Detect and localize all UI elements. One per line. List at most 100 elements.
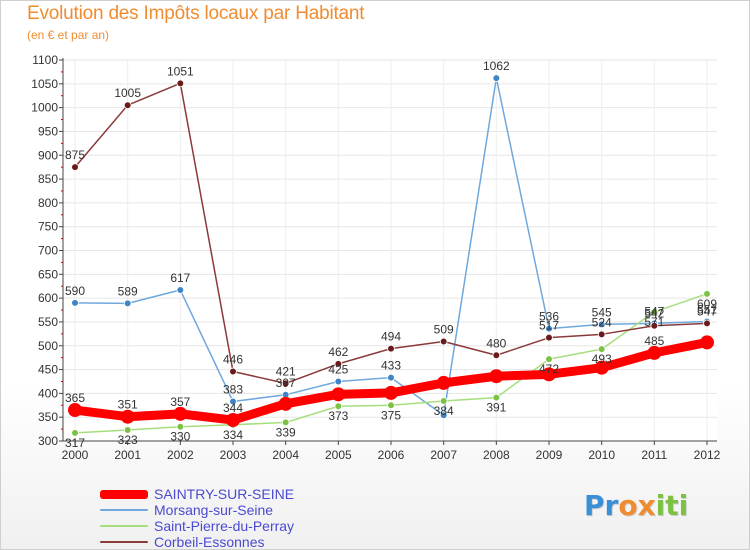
y-tick-label: 800: [38, 196, 58, 210]
data-point: [492, 393, 501, 402]
data-label: 547: [644, 304, 664, 318]
data-point: [71, 299, 79, 307]
data-point: [594, 360, 609, 375]
y-tick-label: 900: [38, 148, 58, 162]
y-tick-label: 450: [38, 363, 58, 377]
x-tick-label: 2006: [378, 448, 405, 462]
data-label: 351: [118, 398, 138, 412]
data-point: [68, 403, 82, 418]
data-label: 545: [592, 305, 612, 319]
legend-swatch-saintry: [100, 489, 148, 499]
data-label: 375: [381, 408, 401, 422]
data-point: [597, 345, 606, 353]
x-tick-label: 2001: [114, 448, 141, 462]
legend-label-corbeil: Corbeil-Essonnes: [154, 534, 265, 550]
x-tick-label: 2005: [325, 448, 352, 462]
data-point: [492, 74, 501, 82]
chart-subtitle: (en € et par an): [27, 28, 110, 42]
y-tick-label: 650: [38, 267, 58, 281]
data-point: [176, 79, 185, 88]
data-label: 339: [276, 425, 296, 439]
data-point: [229, 397, 237, 406]
data-label: 542: [644, 307, 664, 321]
data-label: 373: [328, 409, 348, 423]
data-point: [703, 319, 711, 328]
legend-label-saintry: SAINTRY-SUR-SEINE: [154, 486, 295, 502]
logo-letter: i: [655, 489, 666, 522]
data-label: 421: [276, 364, 296, 378]
y-tick-label: 600: [38, 291, 58, 305]
data-label: 536: [539, 310, 559, 324]
data-label: 425: [328, 362, 348, 376]
data-point: [492, 351, 501, 360]
data-point: [334, 360, 343, 368]
logo-letter: t: [665, 489, 679, 522]
y-tick-label: 850: [38, 172, 58, 186]
data-label: 323: [118, 433, 138, 447]
data-label: 551: [697, 302, 717, 316]
x-tick-label: 2008: [483, 448, 510, 462]
data-point: [387, 344, 395, 353]
data-label: 485: [644, 334, 664, 348]
data-point: [281, 379, 290, 388]
data-label: 480: [486, 336, 506, 350]
data-point: [281, 418, 290, 427]
data-point: [226, 413, 240, 428]
data-point: [176, 422, 185, 431]
x-tick-label: 2007: [430, 448, 457, 462]
data-label: 472: [539, 362, 559, 376]
data-point: [545, 324, 553, 333]
data-label: 609: [697, 297, 717, 311]
data-point: [123, 299, 132, 308]
y-tick-label: 500: [38, 339, 58, 353]
data-label: 384: [434, 404, 454, 418]
data-label: 317: [65, 436, 85, 450]
data-label: 1062: [483, 59, 510, 73]
x-tick-label: 2003: [220, 448, 247, 462]
logo-letter: P: [584, 489, 605, 522]
data-point: [650, 321, 659, 330]
x-tick-label: 2010: [588, 448, 615, 462]
data-label: 524: [592, 315, 612, 329]
data-point: [650, 308, 659, 316]
data-point: [278, 396, 293, 411]
data-label: 493: [592, 352, 612, 366]
data-point: [597, 320, 606, 329]
data-point: [387, 373, 395, 382]
data-point: [700, 335, 714, 350]
data-point: [597, 330, 606, 339]
x-tick-label: 2012: [694, 448, 721, 462]
legend-item-corbeil: Corbeil-Essonnes: [100, 534, 294, 550]
data-label: 590: [65, 284, 85, 298]
y-tick-label: 300: [38, 434, 58, 448]
data-point: [71, 163, 79, 171]
data-label: 365: [65, 391, 85, 405]
data-label: 494: [381, 330, 401, 344]
legend-swatch-corbeil: [100, 541, 148, 543]
logo-letter: r: [604, 489, 619, 522]
data-point: [545, 355, 553, 363]
y-tick-label: 1100: [32, 53, 58, 67]
data-point: [123, 426, 132, 434]
data-point: [647, 345, 662, 360]
data-point: [489, 369, 504, 384]
y-tick-label: 550: [38, 315, 58, 329]
y-tick-label: 350: [38, 410, 58, 424]
data-point: [439, 337, 448, 346]
legend-item-morsang: Morsang-sur-Seine: [100, 502, 294, 518]
data-point: [439, 411, 448, 420]
data-label: 397: [276, 376, 296, 390]
data-label: 875: [65, 148, 85, 162]
logo-letter: x: [637, 489, 656, 522]
data-label: 1005: [114, 86, 141, 100]
y-tick-label: 950: [38, 124, 58, 138]
data-label: 383: [223, 382, 243, 396]
data-point: [173, 406, 188, 421]
x-tick-label: 2011: [641, 448, 667, 462]
data-label: 344: [223, 401, 243, 415]
data-point: [331, 387, 346, 402]
data-label: 1051: [167, 64, 194, 78]
data-point: [542, 367, 556, 382]
data-label: 617: [170, 271, 190, 285]
